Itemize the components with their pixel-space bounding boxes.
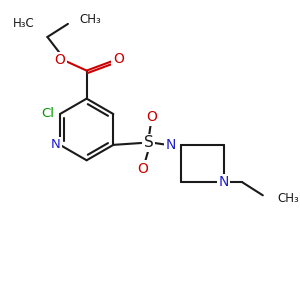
Text: O: O [113,52,124,66]
Text: CH₃: CH₃ [278,192,299,205]
Text: O: O [146,110,157,124]
Text: N: N [166,138,176,152]
Text: O: O [54,53,65,67]
Text: N: N [50,138,60,152]
Text: O: O [137,162,148,176]
Text: S: S [144,136,154,151]
Text: Cl: Cl [41,106,54,120]
Text: H₃C: H₃C [13,17,34,30]
Text: CH₃: CH₃ [79,13,101,26]
Text: N: N [218,175,229,189]
